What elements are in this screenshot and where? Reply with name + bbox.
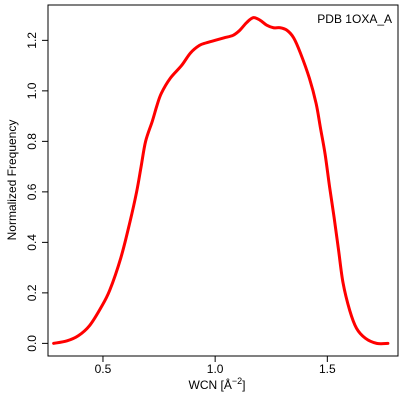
y-axis: 0.0 0.2 0.4 0.6 0.8 1.0 1.2 (25, 32, 48, 352)
x-tick-label: 1.0 (207, 362, 224, 376)
x-axis-title: WCN [Å−2] (189, 376, 246, 392)
x-axis-title-main: WCN [ (189, 378, 225, 392)
y-axis-title: Normalized Frequency (5, 120, 19, 241)
y-tick-label: 0.6 (25, 183, 39, 200)
y-tick-label: 0.4 (25, 234, 39, 251)
x-tick-label: 1.5 (319, 362, 336, 376)
x-axis-title-end: ] (242, 378, 245, 392)
y-tick-label: 1.2 (25, 32, 39, 49)
y-tick-label: 0.0 (25, 335, 39, 352)
x-axis-title-unit: Å (224, 377, 232, 392)
density-line (52, 16, 390, 346)
y-tick-label: 1.0 (25, 82, 39, 99)
pdb-annotation: PDB 1OXA_A (317, 12, 392, 26)
y-tick-label: 0.8 (25, 133, 39, 150)
x-axis-title-sup: −2 (232, 376, 242, 386)
x-tick-label: 0.5 (95, 362, 112, 376)
y-tick-label: 0.2 (25, 284, 39, 301)
x-axis: 0.5 1.0 1.5 (95, 356, 336, 376)
plot-frame (47, 4, 399, 357)
